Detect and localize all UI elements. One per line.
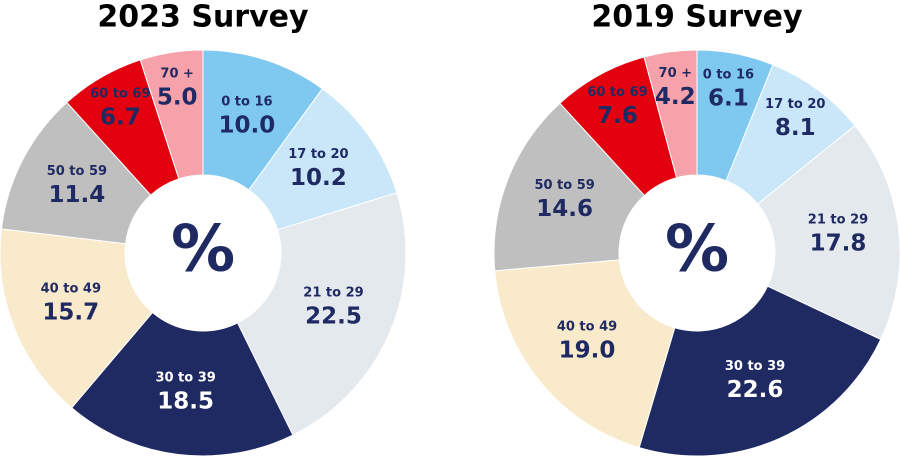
value-label: 6.7 <box>100 105 141 131</box>
value-label: 4.2 <box>655 84 696 110</box>
category-label: 17 to 20 <box>288 147 348 162</box>
chart-title: 2019 Survey <box>591 0 803 35</box>
value-label: 22.6 <box>727 377 784 403</box>
value-label: 18.5 <box>157 388 214 414</box>
category-label: 30 to 39 <box>155 370 215 385</box>
pie-slice <box>236 192 407 436</box>
category-label: 50 to 59 <box>47 164 107 179</box>
pie-slice <box>493 102 646 272</box>
value-label: 14.6 <box>536 196 593 222</box>
category-label: 0 to 16 <box>221 94 272 109</box>
pie-slice <box>643 49 698 179</box>
category-label: 30 to 39 <box>725 359 785 374</box>
value-label: 5.0 <box>157 85 198 111</box>
category-label: 60 to 69 <box>587 85 647 100</box>
value-label: 6.1 <box>708 86 749 112</box>
category-label: 40 to 49 <box>557 319 617 334</box>
chart-title: 2023 Survey <box>97 0 309 35</box>
pie-slice <box>638 285 882 456</box>
value-label: 10.0 <box>219 112 276 138</box>
category-label: 0 to 16 <box>703 68 754 83</box>
pie-slice <box>494 259 676 449</box>
value-label: 10.2 <box>290 165 347 191</box>
pie-slice <box>70 311 294 456</box>
center-label: % <box>171 213 235 287</box>
value-label: 17.8 <box>810 231 867 257</box>
category-label: 50 to 59 <box>534 178 594 193</box>
value-label: 11.4 <box>49 182 106 208</box>
value-label: 8.1 <box>775 115 816 141</box>
pie-slice <box>0 101 152 245</box>
value-label: 7.6 <box>597 103 638 129</box>
pie-slice <box>0 228 154 409</box>
category-label: 70 + <box>659 66 693 81</box>
category-label: 21 to 29 <box>303 285 363 300</box>
value-label: 22.5 <box>305 303 362 329</box>
category-label: 17 to 20 <box>765 97 825 112</box>
category-label: 70 + <box>160 67 194 82</box>
value-label: 19.0 <box>559 337 616 363</box>
pie-slice <box>139 49 204 180</box>
value-label: 15.7 <box>42 299 99 325</box>
pie-slice <box>757 124 900 341</box>
center-label: % <box>665 213 729 287</box>
category-label: 60 to 69 <box>90 87 150 102</box>
category-label: 21 to 29 <box>808 213 868 228</box>
category-label: 40 to 49 <box>41 281 101 296</box>
